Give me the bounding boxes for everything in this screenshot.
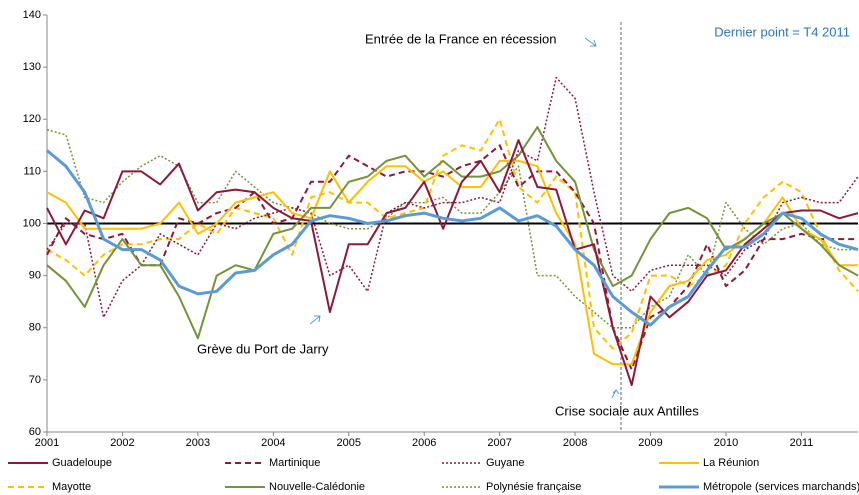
y-tick-label: 60 [29, 426, 41, 438]
legend-label: Métropole (services marchands) [703, 481, 859, 493]
y-tick-label: 110 [23, 165, 41, 177]
legend-label: Nouvelle-Calédonie [269, 481, 365, 493]
arrow [611, 389, 620, 399]
x-tick-label: 2007 [487, 437, 511, 449]
annotation: Crise sociale aux Antilles [555, 403, 699, 418]
x-tick-label: 2006 [412, 437, 436, 449]
y-tick-label: 100 [23, 217, 41, 229]
y-tick-label: 70 [29, 374, 41, 386]
x-tick-label: 2009 [638, 437, 662, 449]
series-line [46, 118, 859, 350]
series-line [46, 126, 859, 340]
x-tick-label: 2003 [186, 437, 210, 449]
y-tick-label: 140 [23, 9, 41, 21]
series-line [46, 76, 859, 319]
x-tick-label: 2011 [790, 437, 814, 449]
arrow [584, 37, 597, 47]
y-tick-label: 120 [23, 113, 41, 125]
x-tick-label: 2010 [714, 437, 738, 449]
annotation: Dernier point = T4 2011 [714, 24, 850, 39]
y-tick-label: 130 [23, 61, 41, 73]
legend-label: La Réunion [703, 457, 759, 469]
arrow [309, 315, 321, 325]
x-tick-label: 2004 [261, 437, 285, 449]
legend-label: Guyane [486, 457, 525, 469]
series-line [46, 149, 859, 327]
annotation: Grève du Port de Jarry [197, 341, 329, 356]
annotation: Entrée de la France en récession [365, 31, 557, 46]
legend-label: Mayotte [52, 481, 91, 493]
y-tick-label: 80 [29, 322, 41, 334]
series-line [46, 128, 858, 329]
series-line [46, 159, 858, 366]
x-tick-label: 2001 [35, 437, 59, 449]
x-tick-label: 2002 [110, 437, 134, 449]
legend-label: Martinique [269, 457, 320, 469]
series-line [46, 139, 859, 387]
series-line [46, 144, 858, 371]
legend-label: Polynésie française [486, 481, 581, 493]
y-tick-label: 90 [29, 270, 41, 282]
legend-label: Guadeloupe [52, 457, 112, 469]
x-tick-label: 2005 [337, 437, 361, 449]
x-tick-label: 2008 [563, 437, 587, 449]
